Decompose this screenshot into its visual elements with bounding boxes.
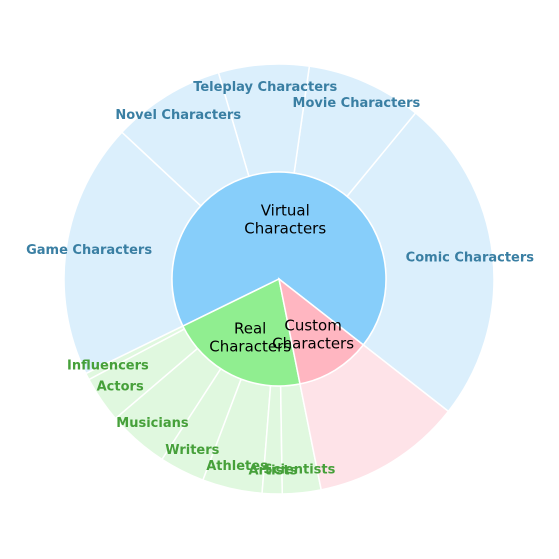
outer-label-athletes: Athletes (206, 459, 268, 474)
outer-label-writers: Writers (165, 443, 219, 458)
outer-label-musicians: Musicians (116, 416, 189, 431)
inner-label-custom-characters: Custom Characters (272, 316, 354, 352)
inner-label-virtual-characters: Virtual Characters (244, 201, 326, 237)
inner-label-virtual-characters-line-1: Virtual (261, 201, 310, 219)
outer-label-actors: Actors (97, 379, 144, 394)
inner-wedge-real-characters (181, 277, 301, 387)
inner-wedge-virtual-characters (171, 171, 387, 346)
inner-wedge-custom-characters (277, 277, 365, 385)
outer-label-scientists: Scientists (263, 462, 335, 477)
inner-label-custom-characters-line-2: Characters (272, 334, 354, 352)
inner-label-virtual-characters-line-2: Characters (244, 219, 326, 237)
outer-label-novel-characters: Novel Characters (115, 108, 241, 123)
outer-label-teleplay-characters: Teleplay Characters (193, 80, 337, 95)
inner-label-custom-characters-line-1: Custom (284, 316, 341, 334)
outer-label-comic-characters: Comic Characters (406, 250, 535, 265)
outer-label-influencers: Influencers (67, 359, 149, 374)
inner-label-real-characters-line-1: Real (234, 319, 266, 337)
inner-label-real-characters-line-2: Characters (209, 337, 291, 355)
outer-label-game-characters: Game Characters (26, 243, 152, 258)
outer-label-artists: Artists (248, 463, 297, 478)
outer-label-movie-characters: Movie Characters (293, 96, 421, 111)
inner-label-real-characters: Real Characters (209, 319, 291, 355)
